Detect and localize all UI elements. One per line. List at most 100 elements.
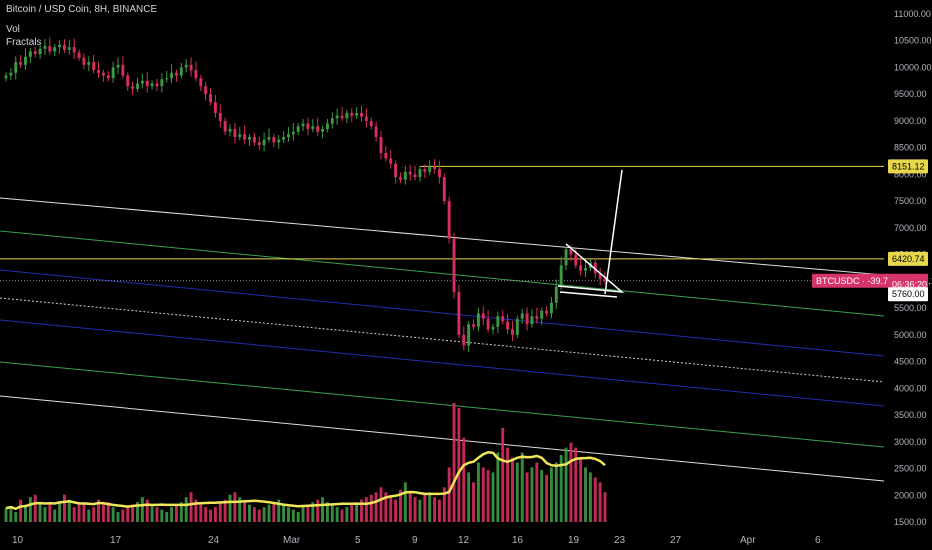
y-tick-label: 9500.00 [894, 89, 927, 99]
candle-body [413, 174, 417, 178]
volume-bar [442, 487, 446, 522]
volume-bar [179, 502, 183, 522]
candle-body [194, 70, 198, 79]
candle-body [189, 64, 193, 71]
candle-body [355, 112, 359, 116]
volume-bar [564, 447, 568, 522]
volume-bar [121, 509, 125, 522]
volume-bar [306, 504, 310, 522]
candle-body [535, 316, 539, 319]
volume-bar [213, 507, 217, 522]
volume-bar [345, 507, 349, 522]
candle-body [101, 72, 105, 76]
volume-bar [433, 497, 437, 522]
projection-line [604, 169, 623, 295]
chart-title: Bitcoin / USD Coin, 8H, BINANCE [6, 4, 158, 15]
candle-body [38, 48, 42, 55]
candle-body [199, 78, 203, 87]
candle-body [379, 136, 383, 154]
volume-bar [106, 502, 110, 522]
volume-indicator-label[interactable]: Vol [6, 24, 20, 35]
volume-bar [301, 507, 305, 522]
candle-body [467, 324, 471, 346]
volume-bar [58, 502, 62, 522]
candle-body [472, 324, 475, 327]
volume-bar [150, 504, 154, 522]
candle-body [77, 52, 81, 58]
candle-body [593, 262, 597, 274]
candle-body [24, 56, 27, 65]
candle-body [335, 115, 339, 119]
candle-body [179, 67, 183, 76]
volume-bar [462, 437, 466, 522]
volume-bar [131, 504, 135, 522]
volume-bar [233, 492, 237, 522]
candle-body [447, 201, 451, 239]
volume-bar [136, 502, 139, 522]
volume-bar [38, 502, 42, 522]
volume-bar [452, 402, 456, 522]
candle-body [321, 128, 325, 132]
candle-body [301, 123, 305, 127]
candle-body [476, 313, 480, 327]
candle-body [53, 47, 57, 52]
candle-body [569, 249, 573, 255]
volume-bar [360, 499, 363, 522]
volume-bar [540, 469, 544, 522]
volume-bar [311, 502, 315, 522]
candle-body [330, 118, 334, 124]
y-tick-label: 5000.00 [894, 330, 927, 340]
volume-bar [209, 509, 212, 522]
candle-body [452, 238, 456, 293]
candle-body [350, 112, 354, 116]
candle-body [160, 79, 164, 87]
candle-body [28, 51, 32, 57]
x-tick-label: 27 [670, 535, 682, 546]
volume-bar [28, 497, 32, 522]
candle-body [291, 131, 295, 135]
volume-bar [272, 502, 276, 522]
volume-bar [223, 499, 227, 522]
candle-body [598, 273, 602, 279]
candle-body [9, 72, 13, 76]
volume-bar [248, 504, 251, 522]
y-tick-label: 9000.00 [894, 116, 927, 126]
candle-body [67, 47, 71, 50]
y-tick-label: 1500.00 [894, 517, 927, 527]
candle-body [564, 249, 568, 266]
y-tick-label: 4000.00 [894, 383, 927, 393]
x-tick-label: 23 [614, 535, 626, 546]
volume-bar [476, 462, 480, 522]
channel-line [0, 319, 885, 407]
fractals-indicator-label[interactable]: Fractals [6, 37, 42, 48]
candle-body [272, 136, 276, 143]
y-tick-label: 2000.00 [894, 490, 927, 500]
trend-lines [0, 165, 885, 482]
candle-body [511, 329, 514, 335]
volume-bar [340, 509, 344, 522]
x-tick-label: 24 [208, 535, 220, 546]
candle-body [14, 62, 18, 73]
candle-body [325, 123, 329, 129]
price-tags: 8151.12 6420.74 BTCUSDC · -39.78% · 6011.1… [812, 159, 932, 302]
candle-body [170, 72, 174, 79]
candle-body [525, 313, 529, 325]
candle-body [286, 134, 290, 137]
x-tick-label: 19 [568, 535, 580, 546]
volume-bar [491, 472, 495, 522]
candle-body [267, 136, 271, 140]
y-tick-label: 5500.00 [894, 303, 927, 313]
volume-bar [165, 512, 169, 522]
volume-bar [218, 502, 222, 522]
candle-body [150, 83, 154, 87]
candle-body [520, 313, 524, 319]
candle-body [111, 67, 115, 79]
y-tick-label: 4500.00 [894, 357, 927, 367]
candle-body [165, 78, 169, 80]
candle-body [233, 128, 237, 137]
candle-body [277, 139, 281, 143]
candle-body [345, 112, 349, 119]
candle-body [87, 62, 91, 65]
volume-bar [14, 512, 18, 522]
